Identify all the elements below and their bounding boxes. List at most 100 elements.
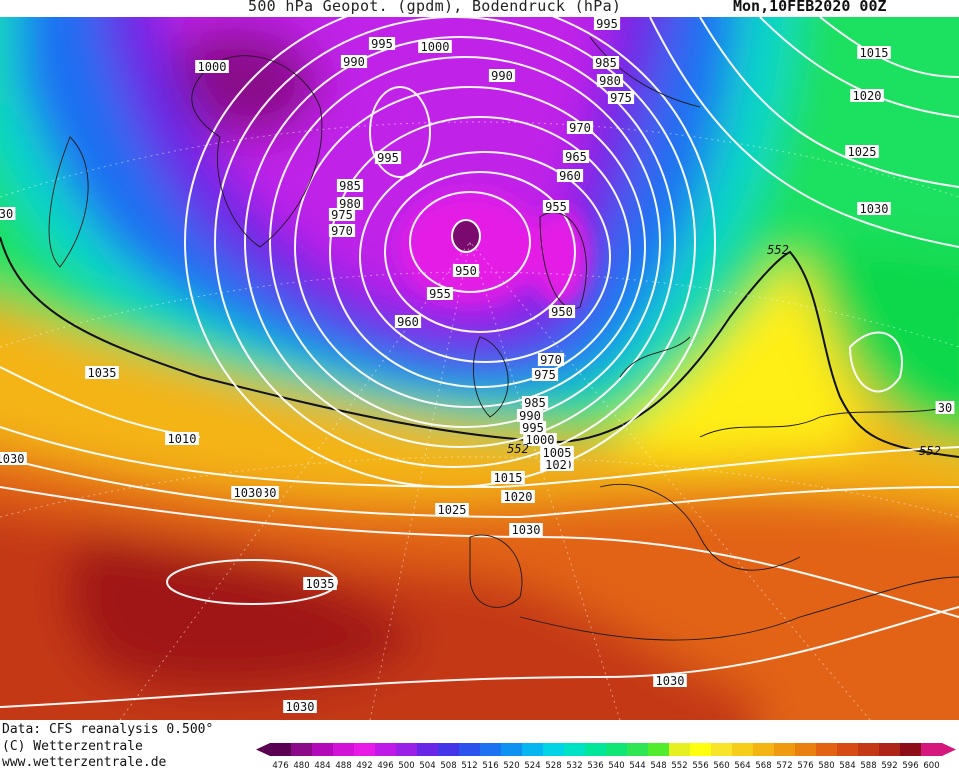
svg-text:995: 995 <box>377 151 399 165</box>
scale-tick-label: 520 <box>503 761 519 770</box>
scale-swatch <box>459 743 481 756</box>
isobar-label: 1030 <box>857 202 891 216</box>
scale-swatch <box>774 743 796 756</box>
isobar-label: 30 <box>935 401 955 415</box>
scale-tick-label: 524 <box>524 761 540 770</box>
svg-text:975: 975 <box>534 368 556 382</box>
isobar-label: 970 <box>566 121 594 135</box>
svg-text:1000: 1000 <box>198 60 227 74</box>
isobar-label: 960 <box>556 169 584 183</box>
svg-text:1030: 1030 <box>656 674 685 688</box>
isobar-label: 955 <box>426 287 454 301</box>
scale-swatch <box>879 743 901 756</box>
isobar-label: 1015 <box>491 471 525 485</box>
svg-text:1000: 1000 <box>421 40 450 54</box>
isobar-label: 1015 <box>857 46 891 60</box>
geopotential-label: 552 <box>507 442 529 456</box>
geopotential-shading <box>0 17 959 720</box>
svg-text:985: 985 <box>339 179 361 193</box>
map-title: 500 hPa Geopot. (gpdm), Bodendruck (hPa) <box>248 0 622 15</box>
scale-tick-label: 504 <box>419 761 435 770</box>
scale-tick-label: 580 <box>818 761 834 770</box>
isobar-labels: 995 1000 990 1000 995 985 990 980 975 1015 1020 970… <box>0 17 955 714</box>
isobar-label: 985 <box>336 179 364 193</box>
scale-swatch <box>501 743 523 756</box>
isobar-label: 102 <box>542 458 570 472</box>
scale-tick-label: 552 <box>671 761 687 770</box>
svg-text:1030: 1030 <box>512 523 541 537</box>
scale-arrow-right <box>942 743 956 756</box>
isobar-label: 980 <box>596 74 624 88</box>
svg-text:990: 990 <box>519 409 541 423</box>
scale-swatch <box>375 743 397 756</box>
isobar-label: 1000 <box>523 433 557 447</box>
scale-swatch <box>627 743 649 756</box>
svg-text:990: 990 <box>491 69 513 83</box>
color-scale-legend: 476 480 484 488 492 496 500 504 508 512 516 520 524 5… <box>256 743 956 770</box>
copyright-text: (C) Wetterzentrale <box>2 739 143 754</box>
svg-text:990: 990 <box>343 55 365 69</box>
isobar-label: 970 <box>328 224 356 238</box>
svg-text:1010: 1010 <box>168 432 197 446</box>
scale-tick-label: 484 <box>314 761 330 770</box>
svg-text:960: 960 <box>559 169 581 183</box>
isobar-label: 965 <box>562 150 590 164</box>
isobar-label: 1020 <box>501 490 535 504</box>
scale-tick-label: 536 <box>587 761 603 770</box>
isobar-label: 1030 <box>509 523 543 537</box>
svg-text:30: 30 <box>938 401 952 415</box>
scale-swatch <box>417 743 439 756</box>
svg-text:1030: 1030 <box>286 700 315 714</box>
svg-text:985: 985 <box>595 56 617 70</box>
svg-text:1020: 1020 <box>853 89 882 103</box>
svg-text:1025: 1025 <box>438 503 467 517</box>
isobar-label: 1035 <box>85 366 119 380</box>
website-text: www.wetterzentrale.de <box>2 755 167 770</box>
scale-tick-label: 488 <box>335 761 351 770</box>
scale-tick-label: 592 <box>881 761 897 770</box>
weather-map-svg: 995 1000 990 1000 995 985 990 980 975 1015 1020 970… <box>0 17 959 720</box>
scale-swatch <box>480 743 502 756</box>
scale-tick-label: 576 <box>797 761 813 770</box>
isobar-label: 990 <box>516 409 544 423</box>
svg-text:102: 102 <box>545 458 567 472</box>
weather-map: 995 1000 990 1000 995 985 990 980 975 1015 1020 970… <box>0 17 959 720</box>
scale-swatch <box>816 743 838 756</box>
scale-swatch <box>585 743 607 756</box>
scale-tick-label: 544 <box>629 761 645 770</box>
scale-swatch <box>270 743 292 756</box>
scale-swatch <box>543 743 565 756</box>
isobar-label: 985 <box>592 56 620 70</box>
scale-tick-label: 476 <box>272 761 288 770</box>
isobar-label: 1030 <box>231 486 265 500</box>
scale-swatch <box>522 743 544 756</box>
isobar-label: 1025 <box>845 145 879 159</box>
isobar-label: 975 <box>607 91 635 105</box>
svg-text:980: 980 <box>339 197 361 211</box>
scale-swatch <box>732 743 754 756</box>
scale-swatch <box>858 743 880 756</box>
isobar-label: 1030 <box>653 674 687 688</box>
svg-text:1030: 1030 <box>860 202 889 216</box>
scale-swatch <box>900 743 922 756</box>
scale-tick-label: 512 <box>461 761 477 770</box>
svg-text:950: 950 <box>551 305 573 319</box>
isobar-label: 975 <box>531 368 559 382</box>
geopotential-552-contour <box>0 236 959 458</box>
isobar-label: 1030 <box>0 452 27 466</box>
scale-swatch <box>753 743 775 756</box>
scale-swatch <box>312 743 334 756</box>
scale-swatch <box>648 743 670 756</box>
isobar-label: 1030 <box>283 700 317 714</box>
isobar-label: 950 <box>548 305 576 319</box>
scale-arrow-left <box>256 743 270 756</box>
map-title-bar: 500 hPa Geopot. (gpdm), Bodendruck (hPa)… <box>0 0 959 15</box>
scale-tick-label: 556 <box>692 761 708 770</box>
isobar-label: 955 <box>542 200 570 214</box>
svg-text:965: 965 <box>565 150 587 164</box>
isobar-label: 30 <box>0 207 16 221</box>
isobar-label: 995 <box>593 17 621 31</box>
geopotential-labels: 552 552 552 <box>507 243 941 458</box>
scale-tick-label: 500 <box>398 761 414 770</box>
isobar-label: 1005 <box>540 446 574 460</box>
